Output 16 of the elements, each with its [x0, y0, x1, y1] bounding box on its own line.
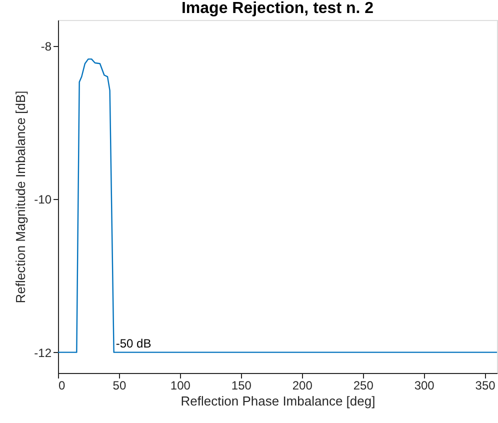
x-tick-label: 0: [58, 378, 66, 392]
x-tick-label: 50: [112, 378, 126, 392]
x-tick-label: 100: [170, 378, 191, 392]
y-axis-title: Reflection Magnitude Imbalance [dB]: [13, 90, 28, 304]
y-tick-label: -12: [34, 346, 52, 360]
x-axis-title: Reflection Phase Imbalance [deg]: [180, 394, 376, 408]
x-tick-label: 200: [292, 378, 313, 392]
chart-title: Image Rejection, test n. 2: [181, 0, 374, 17]
x-tick-label: 350: [475, 378, 496, 392]
x-tick-label: 250: [353, 378, 374, 392]
x-tick-label: 300: [414, 378, 435, 392]
y-tick-label: -8: [40, 40, 52, 54]
line-series: [57, 58, 498, 353]
annotation: -50 dB: [116, 336, 152, 350]
x-tick-label: 150: [231, 378, 252, 392]
y-tick-label: -10: [34, 192, 52, 207]
